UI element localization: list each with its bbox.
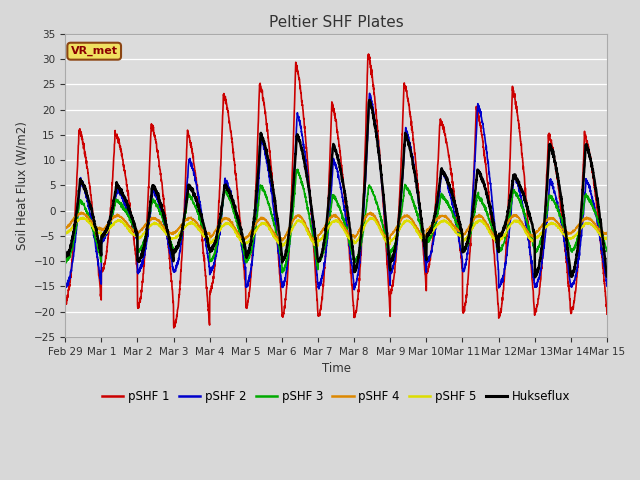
pSHF 3 [61, 258, 69, 264]
pSHF 5 [293, 219, 301, 225]
Hukseflux [534, 266, 542, 272]
pSHF 4 [269, 229, 277, 235]
X-axis label: Time: Time [322, 362, 351, 375]
Hukseflux [269, 187, 277, 192]
pSHF 4 [603, 231, 611, 237]
Hukseflux [292, 138, 300, 144]
pSHF 1 [365, 51, 372, 57]
Line: pSHF 3: pSHF 3 [65, 169, 607, 273]
Hukseflux [366, 97, 374, 103]
Line: pSHF 4: pSHF 4 [65, 212, 607, 242]
pSHF 4 [124, 220, 131, 226]
pSHF 3 [269, 215, 277, 221]
pSHF 2 [593, 214, 600, 219]
pSHF 2 [156, 203, 163, 208]
pSHF 3 [593, 214, 600, 220]
pSHF 3 [156, 209, 163, 215]
pSHF 2 [292, 125, 300, 131]
Hukseflux [124, 202, 131, 207]
pSHF 1 [124, 182, 131, 188]
Line: pSHF 2: pSHF 2 [65, 93, 607, 290]
pSHF 2 [351, 287, 358, 293]
pSHF 4 [61, 225, 69, 230]
pSHF 5 [156, 222, 163, 228]
pSHF 5 [269, 234, 277, 240]
Hukseflux [61, 252, 69, 258]
pSHF 1 [603, 311, 611, 317]
pSHF 5 [534, 234, 542, 240]
pSHF 3 [124, 211, 131, 217]
pSHF 4 [593, 224, 600, 229]
pSHF 2 [61, 284, 69, 290]
Hukseflux [593, 191, 600, 197]
pSHF 4 [313, 240, 321, 245]
pSHF 5 [603, 236, 611, 241]
pSHF 5 [313, 244, 321, 250]
pSHF 4 [78, 209, 86, 215]
Text: VR_met: VR_met [70, 46, 118, 56]
pSHF 3 [294, 167, 301, 172]
Hukseflux [156, 197, 163, 203]
Line: pSHF 1: pSHF 1 [65, 54, 607, 328]
pSHF 1 [156, 164, 163, 169]
pSHF 2 [603, 283, 611, 289]
Hukseflux [603, 274, 611, 279]
pSHF 2 [124, 206, 131, 212]
pSHF 4 [156, 219, 163, 225]
pSHF 5 [61, 231, 69, 237]
pSHF 5 [124, 226, 131, 232]
pSHF 3 [603, 248, 611, 254]
pSHF 2 [366, 90, 374, 96]
Hukseflux [531, 275, 539, 280]
pSHF 1 [593, 204, 600, 209]
pSHF 4 [534, 227, 542, 233]
pSHF 4 [293, 214, 301, 219]
pSHF 2 [534, 277, 542, 283]
pSHF 3 [278, 270, 286, 276]
pSHF 5 [79, 214, 87, 220]
Line: Hukseflux: Hukseflux [65, 100, 607, 277]
pSHF 3 [534, 245, 542, 251]
pSHF 1 [61, 300, 69, 306]
pSHF 1 [293, 64, 301, 70]
Y-axis label: Soil Heat Flux (W/m2): Soil Heat Flux (W/m2) [15, 121, 28, 250]
pSHF 1 [534, 296, 542, 301]
Title: Peltier SHF Plates: Peltier SHF Plates [269, 15, 403, 30]
pSHF 5 [593, 227, 600, 232]
pSHF 2 [269, 201, 277, 207]
Line: pSHF 5: pSHF 5 [65, 217, 607, 247]
Legend: pSHF 1, pSHF 2, pSHF 3, pSHF 4, pSHF 5, Hukseflux: pSHF 1, pSHF 2, pSHF 3, pSHF 4, pSHF 5, … [97, 385, 575, 408]
pSHF 1 [170, 325, 178, 331]
pSHF 3 [293, 168, 301, 173]
pSHF 1 [269, 183, 277, 189]
